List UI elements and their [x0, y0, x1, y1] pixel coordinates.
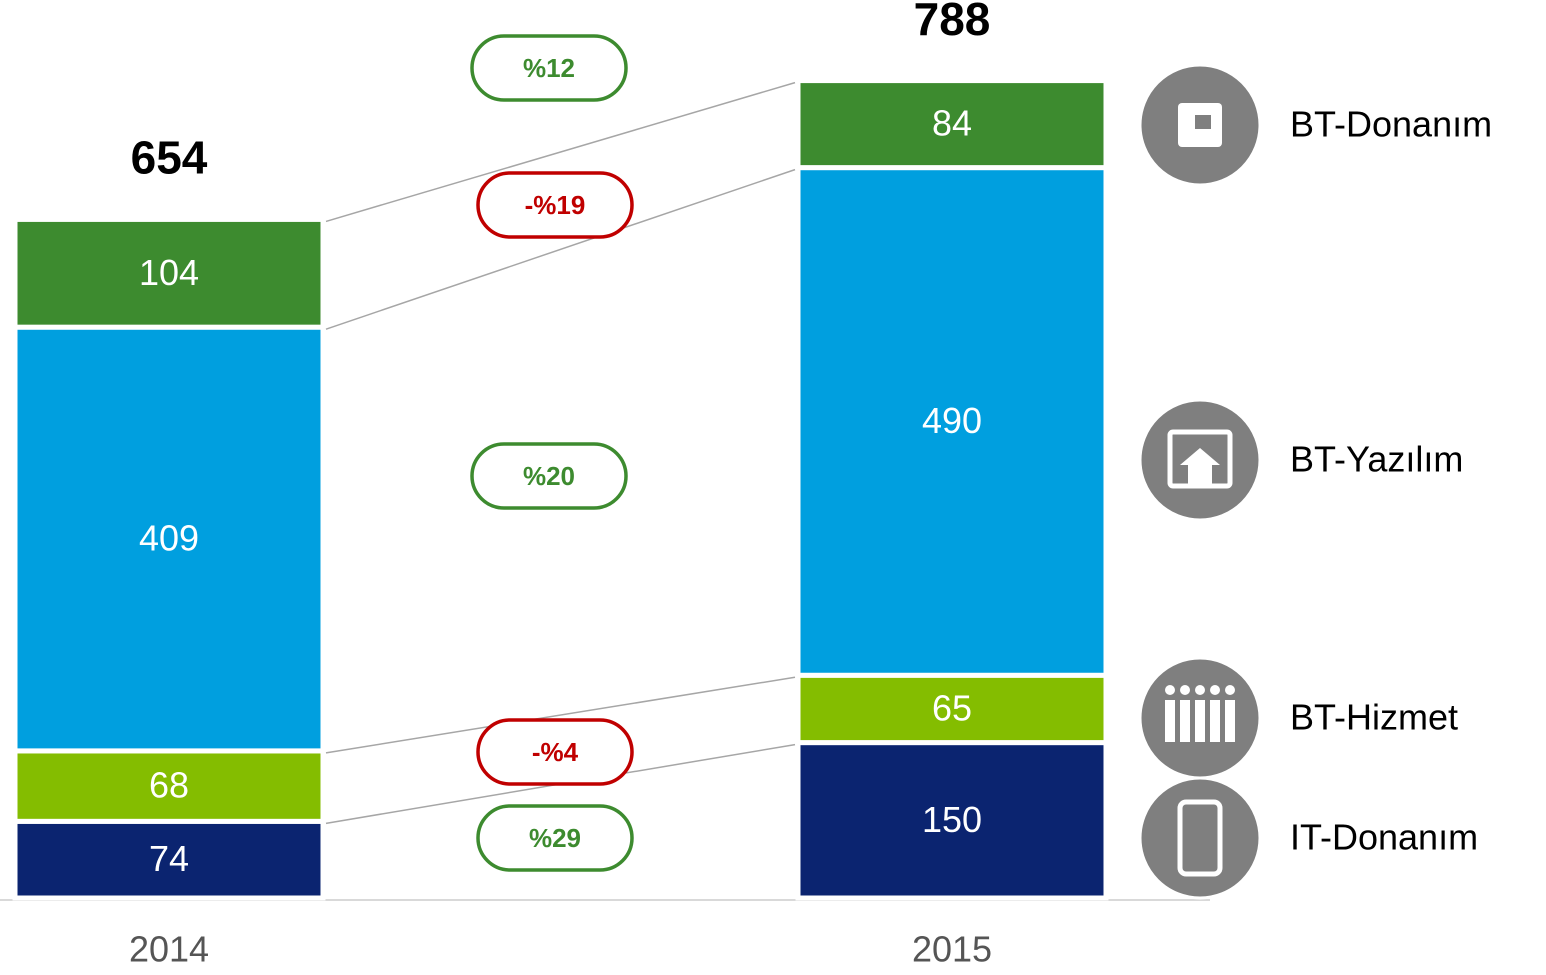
- bar-segment: [12, 216, 326, 330]
- change-label: %29: [529, 823, 581, 853]
- icon-shape: [1180, 448, 1220, 486]
- data-label: 150: [922, 799, 982, 840]
- change-pill: [476, 171, 634, 239]
- connector: [325, 676, 796, 754]
- data-label: 74: [149, 838, 189, 879]
- icon-shape: [1177, 799, 1223, 877]
- bar-segment: [12, 818, 326, 901]
- data-label: 84: [932, 103, 972, 144]
- data-label: 490: [922, 400, 982, 441]
- icon-shape: [1195, 115, 1211, 129]
- change-pill: [476, 804, 634, 872]
- change-pill: [470, 34, 628, 102]
- change-pill: [476, 718, 634, 786]
- total-label: 788: [914, 0, 991, 45]
- change-label: -%19: [525, 190, 586, 220]
- change-label: %12: [523, 53, 575, 83]
- legend-label: BT-Hizmet: [1290, 697, 1458, 738]
- bar-segment: [795, 740, 1109, 901]
- icon-shape: [1180, 700, 1190, 742]
- connector: [325, 81, 796, 223]
- data-label: 409: [139, 518, 199, 559]
- icon-shape: [1210, 685, 1220, 695]
- icon-shape: [1180, 685, 1190, 695]
- total-label: 654: [131, 132, 208, 184]
- legend-icon: [1138, 776, 1262, 900]
- x-tick-label: 2014: [129, 929, 209, 970]
- icon-shape: [1225, 700, 1235, 742]
- icon-shape: [1165, 700, 1175, 742]
- bar-segment: [795, 672, 1109, 746]
- change-label: -%4: [532, 737, 579, 767]
- legend-label: IT-Donanım: [1290, 817, 1478, 858]
- connector: [325, 168, 796, 330]
- icon-shape: [1225, 685, 1235, 695]
- x-tick-label: 2015: [912, 929, 992, 970]
- icon-shape: [1195, 700, 1205, 742]
- bar-segment: [12, 748, 326, 824]
- legend-label: BT-Yazılım: [1290, 439, 1463, 480]
- icon-shape: [1165, 685, 1175, 695]
- icon-shape: [1210, 700, 1220, 742]
- data-label: 68: [149, 765, 189, 806]
- data-label: 104: [139, 252, 199, 293]
- bar-segment: [795, 78, 1109, 171]
- icon-shape: [1195, 685, 1205, 695]
- bar-segment: [795, 165, 1109, 678]
- legend-label: BT-Donanım: [1290, 104, 1492, 145]
- change-label: %20: [523, 461, 575, 491]
- change-pill: [470, 442, 628, 510]
- data-label: 65: [932, 687, 972, 728]
